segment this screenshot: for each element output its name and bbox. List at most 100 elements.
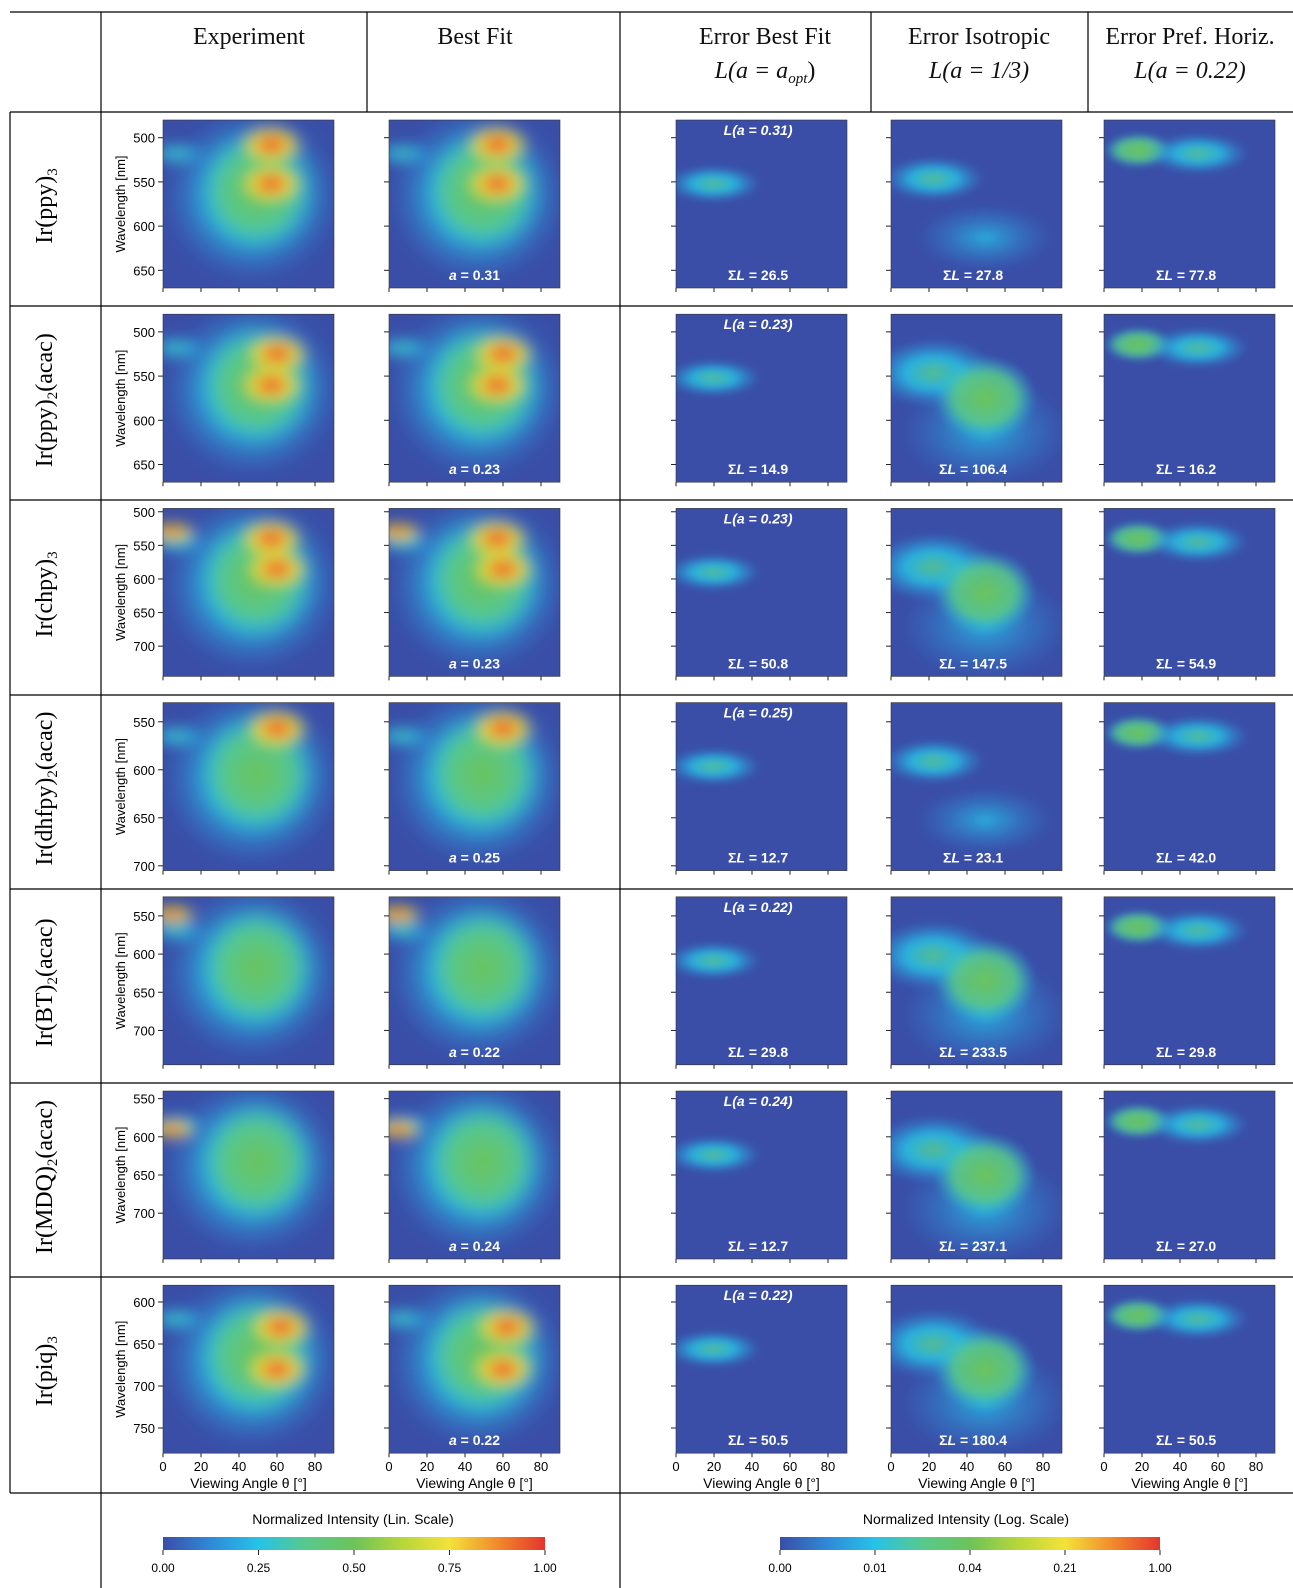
emission-edge (163, 918, 208, 943)
emission-peak (464, 124, 530, 165)
emission-edge (163, 1307, 208, 1331)
heatmap-panel: ΣL = 147.5 (886, 508, 1063, 681)
fit-parameter-label: a = 0.23 (449, 461, 500, 477)
panel-frame (1103, 896, 1276, 1066)
y-tick-label: 550 (133, 538, 155, 553)
emission-core (195, 1097, 319, 1226)
sum-loss-label: ΣL = 147.5 (939, 655, 1007, 671)
panel-frame (675, 508, 848, 677)
error-region (1146, 716, 1250, 757)
y-tick-label: 650 (133, 263, 155, 278)
row-label: Ir(MDQ)2(acac) (32, 1100, 61, 1254)
error-region (1146, 521, 1250, 563)
error-region (676, 747, 762, 785)
sum-loss-label: ΣL = 50.5 (728, 1432, 788, 1448)
emission-edge (389, 1307, 434, 1331)
sum-loss-label: ΣL = 180.4 (939, 1432, 1007, 1448)
heatmap-panel: 550 600 650 700 Wavelength [nm] (113, 702, 335, 875)
error-region-large (933, 1133, 1037, 1217)
colorbar-tick-label: 0.21 (1053, 1561, 1077, 1575)
error-region-large (933, 938, 1037, 1023)
emission-core (195, 903, 319, 1032)
error-region-large (933, 550, 1037, 635)
sum-loss-label: ΣL = 50.5 (1156, 1432, 1216, 1448)
colorbar-log: Normalized Intensity (Log. Scale) 0.00 0.… (768, 1511, 1172, 1575)
sum-loss-label: ΣL = 14.9 (728, 461, 788, 477)
panel-frame (1103, 508, 1276, 677)
panel-frame (388, 702, 561, 871)
y-tick-label: 600 (133, 1130, 155, 1145)
colorbar-tick-label: 0.75 (438, 1561, 462, 1575)
x-tick-label: 20 (707, 1459, 721, 1474)
heatmap-panel: a = 0.24 (384, 1090, 561, 1263)
y-axis-label: Wavelength [nm] (113, 1321, 128, 1418)
heatmap-panel: ΣL = 106.4 (886, 313, 1063, 487)
emission-peak (244, 708, 310, 749)
row-labels: Ir(ppy)3 Ir(ppy)2(acac) Ir(chpy)3 Ir(dhfpy)… (32, 168, 61, 1406)
sum-loss-label: ΣL = 237.1 (939, 1238, 1007, 1254)
header-best-fit: Best Fit (437, 24, 513, 50)
fit-parameter-label: a = 0.23 (449, 655, 500, 671)
emission-peak (470, 1349, 536, 1390)
x-tick-label: 40 (1173, 1459, 1187, 1474)
x-tick-label: 0 (385, 1459, 392, 1474)
panel-background (676, 1091, 847, 1259)
error-region-large (933, 1327, 1037, 1412)
emission-edge (163, 724, 208, 748)
fit-parameter-label: a = 0.31 (449, 267, 500, 283)
heatmap-panel: ΣL = 29.8 (1099, 896, 1276, 1069)
panel-background (676, 314, 847, 483)
y-tick-label: 600 (133, 763, 155, 778)
y-tick-label: 550 (133, 1092, 155, 1107)
colorbar-linear-gradient (163, 1537, 545, 1550)
row-label: Ir(piq)3 (32, 1336, 61, 1406)
colorbar-tick-label: 0.25 (247, 1561, 271, 1575)
x-axis-label: Viewing Angle θ [°] (918, 1475, 1035, 1491)
colorbar-tick-label: 0.50 (342, 1561, 366, 1575)
panel-frame (388, 896, 561, 1066)
emission-peak (163, 904, 197, 925)
x-axis-label: Viewing Angle θ [°] (703, 1475, 820, 1491)
panel-frame (1103, 313, 1276, 483)
colorbar-linear-ticks: 0.00 0.25 0.50 0.75 1.00 (151, 1550, 557, 1575)
fit-parameter-label: a = 0.22 (449, 1432, 500, 1448)
emission-peak (470, 333, 536, 375)
panel-frame (890, 508, 1063, 677)
panel-frame (1103, 119, 1276, 289)
x-tick-label: 40 (232, 1459, 246, 1474)
emission-edge (389, 336, 434, 360)
heatmap-panel: L(a = 0.24) ΣL = 12.7 (671, 1090, 848, 1263)
sum-loss-label: ΣL = 27.0 (1156, 1238, 1216, 1254)
header-error-best-fit: Error Best Fit (699, 24, 831, 50)
column-headers: Experiment Best Fit Error Best Fit L(a =… (193, 24, 1275, 87)
heatmap-panel: L(a = 0.23) ΣL = 50.8 (671, 508, 848, 681)
sum-loss-label: ΣL = 42.0 (1156, 850, 1216, 866)
heatmap-panel: a = 0.22 (384, 896, 561, 1069)
sum-loss-label: ΣL = 54.9 (1156, 655, 1216, 671)
x-axis-label: Viewing Angle θ [°] (190, 1475, 307, 1491)
sum-loss-label: ΣL = 50.8 (728, 655, 788, 671)
y-tick-label: 700 (133, 1206, 155, 1221)
panel-frame (890, 313, 1063, 483)
heatmap-panel: ΣL = 233.5 (886, 896, 1063, 1069)
header-error-pref-horiz: Error Pref. Horiz. (1105, 24, 1274, 50)
loss-parameter-label: L(a = 0.22) (724, 1287, 793, 1303)
emission-peak (389, 1119, 423, 1140)
panel-frame (388, 119, 561, 289)
x-tick-label: 80 (1036, 1459, 1050, 1474)
panel-frame (675, 702, 848, 871)
loss-parameter-label: L(a = 0.31) (724, 122, 793, 138)
panel-frame (890, 119, 1063, 289)
error-region (1146, 327, 1250, 368)
x-axis-label: Viewing Angle θ [°] (1131, 1475, 1248, 1491)
panel-frame (675, 1284, 848, 1454)
emission-peak (163, 521, 197, 542)
heatmap-panel: L(a = 0.22) ΣL = 29.8 (671, 896, 848, 1069)
panel-frame (890, 702, 1063, 871)
table-grid (9, 11, 1293, 1588)
y-axis-label: Wavelength [nm] (113, 350, 128, 447)
colorbar-linear: Normalized Intensity (Lin. Scale) 0.00 0.… (151, 1511, 557, 1575)
